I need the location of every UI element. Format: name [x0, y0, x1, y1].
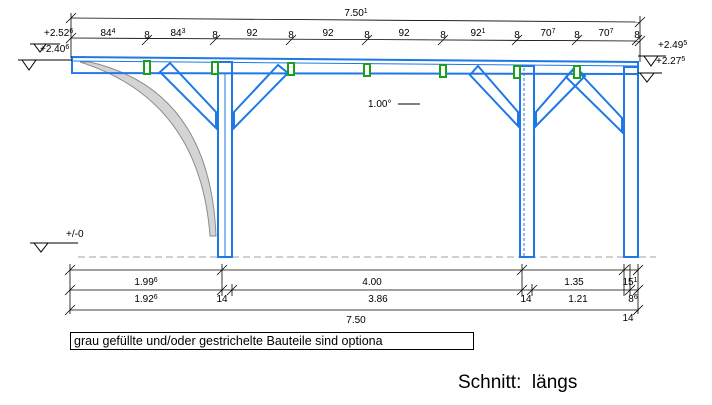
level-left-1: +2.526: [44, 28, 73, 39]
ground-level-marker: [30, 243, 78, 252]
dim-bottom-extra: 14: [622, 313, 634, 324]
roof-block: [144, 61, 150, 74]
brace-middle-a: [470, 66, 518, 126]
ground-level-label: +/-0: [66, 229, 84, 240]
post-right: [624, 67, 638, 257]
level-left-2: +2.406: [40, 44, 69, 55]
dim-top-segment: 844: [100, 28, 115, 39]
roof-block: [288, 63, 294, 75]
level-right-1: +2.495: [658, 40, 687, 51]
dim-top-segment: 92: [246, 28, 258, 39]
optional-arch-brace: [80, 62, 216, 236]
dim-bottom-row2: 3.86: [368, 294, 388, 305]
dim-bottom-row2: 86: [628, 294, 638, 305]
dim-top-segment: 843: [170, 28, 185, 39]
dim-bottom-row2: 14: [520, 294, 532, 305]
roof-block: [514, 66, 520, 78]
dim-top-segment: 707: [540, 28, 555, 39]
dim-bottom-row2: 1.926: [134, 294, 157, 305]
dim-bottom-row1: 4.00: [362, 277, 382, 288]
dim-bottom-row2: 14: [216, 294, 228, 305]
roof-block: [440, 65, 446, 77]
roof-block: [364, 64, 370, 76]
dim-bottom-row1: 1.996: [134, 277, 157, 288]
dim-bottom-row1: 151: [622, 277, 637, 288]
post-middle: [520, 66, 534, 257]
section-title: Schnitt: längs: [458, 372, 577, 394]
dim-top-segment: 921: [470, 28, 485, 39]
roof-block: [574, 66, 580, 78]
roof-block: [212, 62, 218, 74]
level-right-2: +2.275: [656, 56, 685, 67]
dim-top-segment: 707: [598, 28, 613, 39]
dim-bottom-total: 7.50: [346, 315, 366, 326]
dim-top-total: 7.501: [344, 8, 367, 19]
slope-label: 1.00°: [368, 99, 391, 110]
bottom-dimensions: [70, 264, 638, 314]
brace-left-b: [234, 65, 288, 128]
top-dimensions: [66, 13, 645, 62]
timber-structure: [72, 57, 638, 257]
dim-top-segment: 92: [398, 28, 410, 39]
dim-bottom-row1: 1.35: [564, 277, 584, 288]
optional-parts-note: grau gefüllte und/oder gestrichelte Baut…: [70, 332, 474, 350]
dim-bottom-row2: 1.21: [568, 294, 588, 305]
dim-top-segment: 92: [322, 28, 334, 39]
